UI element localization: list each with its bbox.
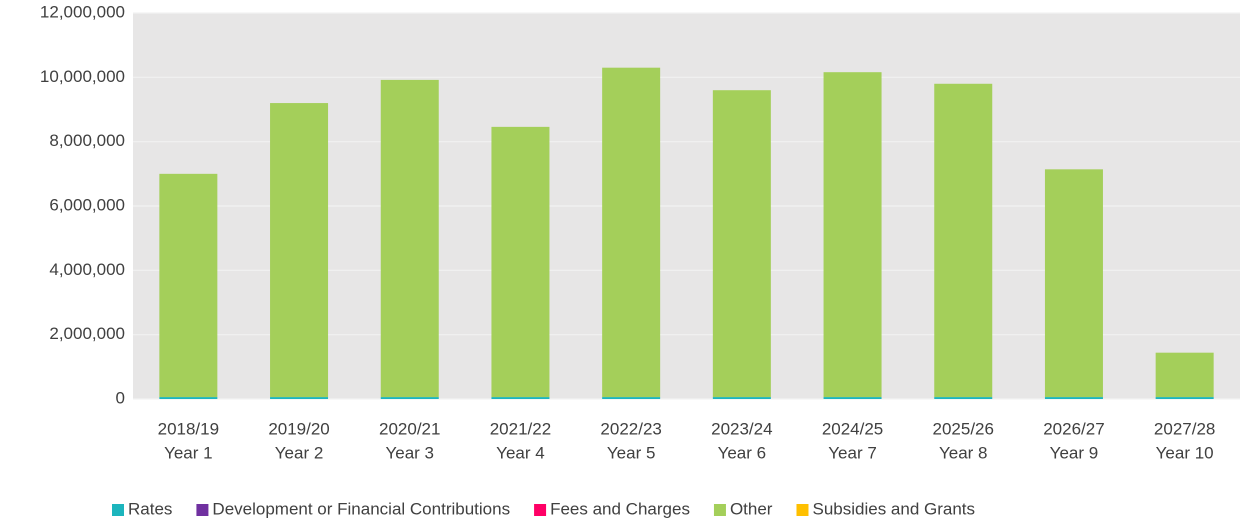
y-tick-label: 10,000,000 — [40, 67, 125, 86]
x-tick-label: 2026/27 — [1043, 419, 1104, 438]
y-tick-label: 2,000,000 — [49, 324, 125, 343]
bar-segment — [712, 90, 771, 398]
x-tick-label: 2024/25 — [822, 419, 883, 438]
x-tick-label: Year 9 — [1050, 443, 1099, 462]
bar-segment — [712, 397, 771, 399]
y-tick-label: 12,000,000 — [40, 2, 125, 21]
x-tick-label: 2022/23 — [600, 419, 661, 438]
bar-segment — [1044, 169, 1103, 398]
legend-swatch — [713, 504, 726, 516]
x-tick-label: Year 1 — [164, 443, 213, 462]
x-tick-label: 2027/28 — [1154, 419, 1215, 438]
bar-segment — [602, 397, 661, 399]
legend-label: Subsidies and Grants — [812, 499, 975, 518]
x-tick-label: 2025/26 — [933, 419, 994, 438]
bar-segment — [602, 67, 661, 398]
x-tick-label: Year 3 — [385, 443, 434, 462]
legend-label: Fees and Charges — [550, 499, 690, 518]
legend-label: Development or Financial Contributions — [212, 499, 510, 518]
x-tick-label: 2021/22 — [490, 419, 551, 438]
bar-segment — [491, 397, 550, 399]
y-tick-label: 8,000,000 — [49, 131, 125, 150]
bar-segment — [159, 397, 218, 399]
bar-segment — [270, 397, 329, 399]
bar-segment — [270, 103, 329, 398]
x-tick-label: Year 8 — [939, 443, 988, 462]
x-tick-label: 2020/21 — [379, 419, 440, 438]
bar-segment — [823, 72, 882, 398]
bar-segment — [491, 126, 550, 398]
x-tick-label: 2019/20 — [268, 419, 329, 438]
y-tick-label: 6,000,000 — [49, 195, 125, 214]
legend-label: Rates — [128, 499, 172, 518]
x-tick-label: Year 5 — [607, 443, 656, 462]
legend-swatch — [112, 504, 124, 516]
bar-segment — [823, 397, 882, 399]
x-tick-label: 2018/19 — [158, 419, 219, 438]
legend-swatch — [796, 504, 809, 516]
x-tick-label: Year 7 — [828, 443, 877, 462]
y-tick-label: 4,000,000 — [49, 260, 125, 279]
y-tick-label: 0 — [116, 388, 125, 407]
bar-segment — [380, 397, 439, 399]
bar-segment — [934, 83, 993, 398]
x-tick-label: 2023/24 — [711, 419, 772, 438]
x-tick-label: Year 6 — [718, 443, 767, 462]
x-tick-label: Year 4 — [496, 443, 545, 462]
bar-segment — [934, 397, 993, 399]
bar-segment — [1155, 352, 1214, 398]
legend-swatch — [534, 504, 547, 516]
legend-label: Other — [730, 499, 773, 518]
bar-segment — [159, 173, 218, 398]
legend-swatch — [196, 504, 209, 516]
bar-segment — [380, 79, 439, 398]
bar-segment — [1155, 397, 1214, 399]
bar-segment — [1044, 397, 1103, 399]
x-tick-label: Year 10 — [1156, 443, 1214, 462]
x-tick-label: Year 2 — [275, 443, 324, 462]
